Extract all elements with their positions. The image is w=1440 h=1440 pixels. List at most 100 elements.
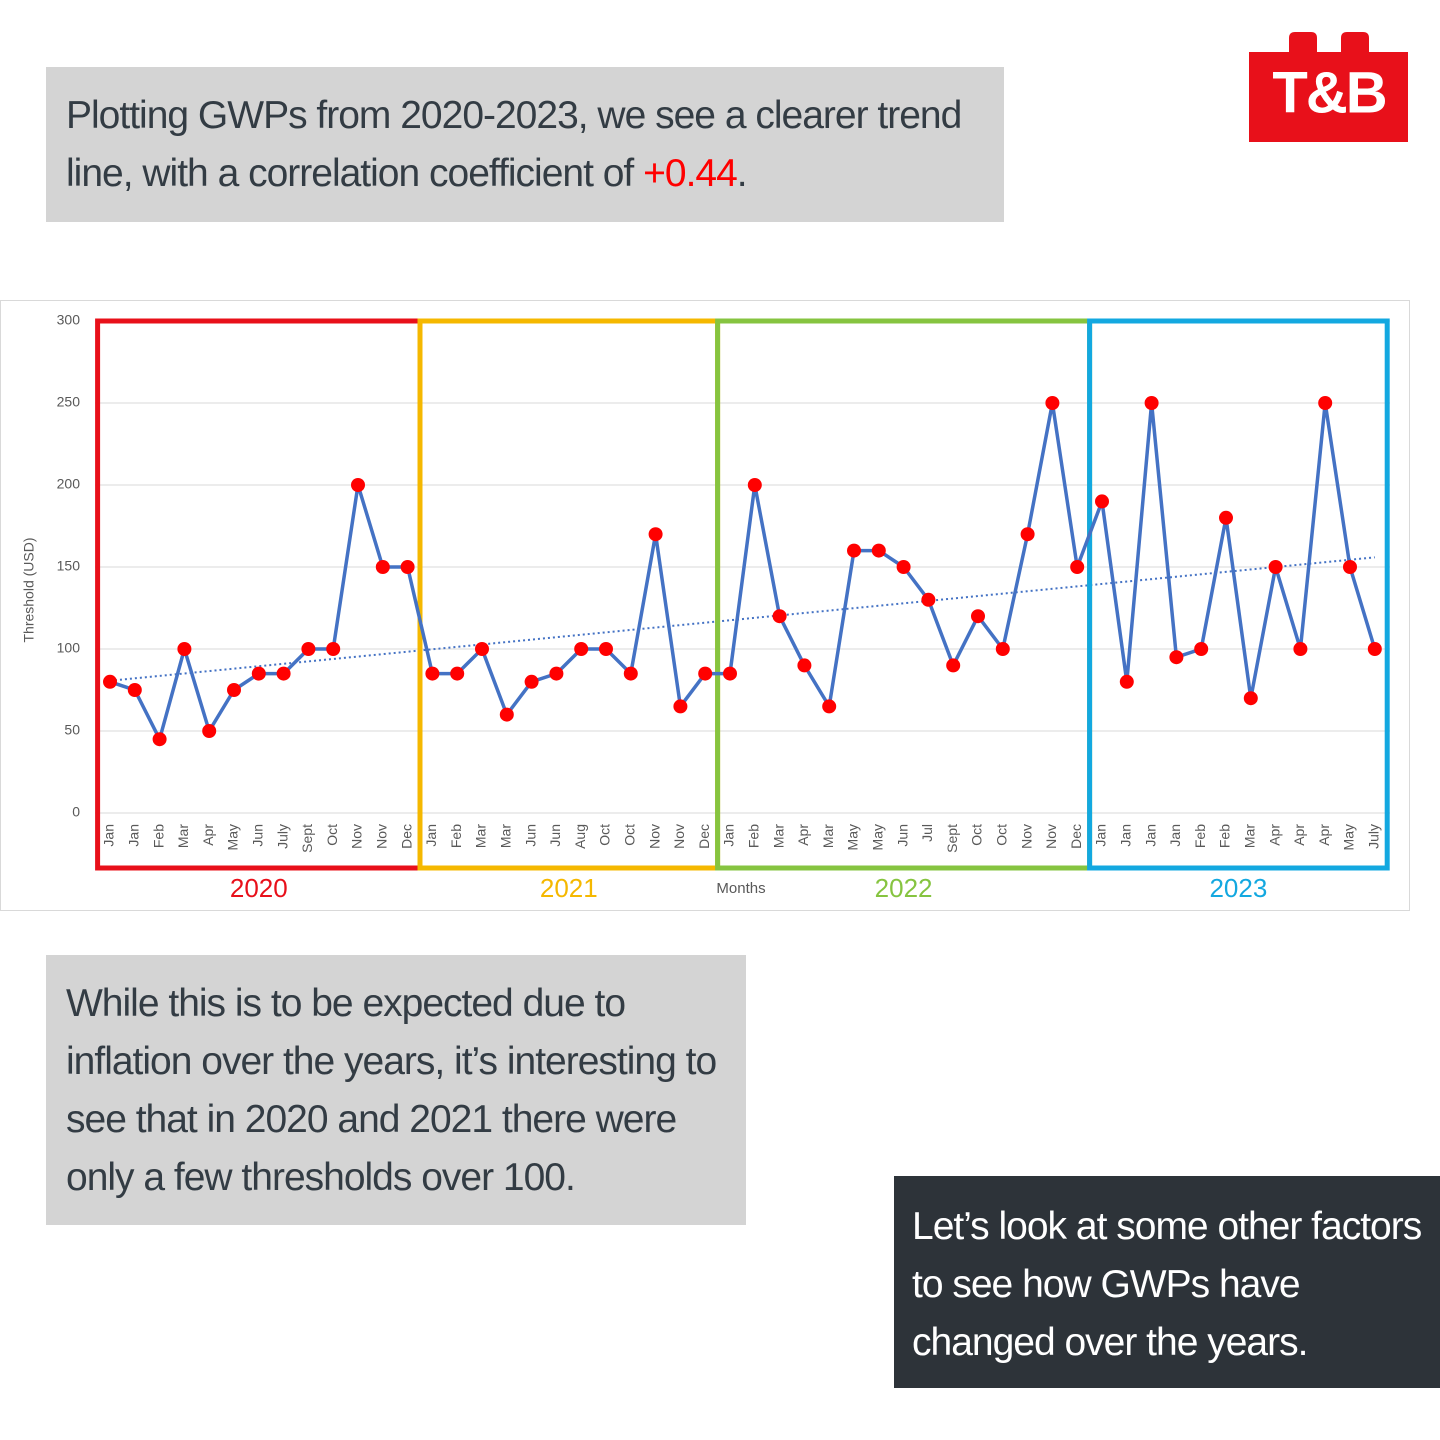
x-tick-label: Nov <box>1043 824 1059 849</box>
logo: T&B <box>1249 32 1408 142</box>
x-tick-label: Jan <box>721 824 737 847</box>
x-tick-label: Mar <box>473 824 489 848</box>
x-tick-label: Aug <box>572 824 588 849</box>
x-tick-label: Mar <box>498 824 514 848</box>
x-tick-label: Apr <box>1266 824 1282 846</box>
closing-text: Let’s look at some other factors to see … <box>912 1205 1422 1364</box>
x-tick-label: Oct <box>597 824 613 846</box>
x-tick-label: Dec <box>398 824 414 849</box>
x-tick-label: Jan <box>126 824 142 847</box>
data-point <box>995 642 1010 656</box>
data-point <box>946 658 961 673</box>
x-tick-label: Jun <box>894 824 910 847</box>
chart-frame <box>0 300 1410 911</box>
data-point <box>400 560 415 574</box>
data-point <box>475 642 489 656</box>
y-tick-label: 300 <box>57 312 81 328</box>
data-point <box>971 609 985 624</box>
intro-box: Plotting GWPs from 2020-2023, we see a c… <box>46 67 1004 222</box>
middle-text: While this is to be expected due to infl… <box>66 982 717 1199</box>
x-tick-label: Apr <box>200 824 216 846</box>
data-point <box>772 609 787 624</box>
x-tick-label: Jun <box>522 824 538 847</box>
x-tick-label: Jan <box>1167 824 1183 847</box>
x-tick-label: Nov <box>374 824 390 849</box>
data-point <box>1318 396 1333 410</box>
x-tick-label: Oct <box>622 824 638 846</box>
data-point <box>698 666 713 681</box>
data-point <box>847 543 861 558</box>
data-point <box>351 478 365 492</box>
data-point <box>1243 691 1258 706</box>
data-point <box>723 666 737 681</box>
data-point <box>648 527 663 542</box>
data-point <box>276 666 291 681</box>
trendline <box>109 556 1375 682</box>
x-tick-label: Nov <box>671 824 687 849</box>
intro-text: Plotting GWPs from 2020-2023, we see a c… <box>66 94 962 195</box>
x-tick-label: Mar <box>175 824 191 848</box>
data-point <box>1293 642 1308 656</box>
x-tick-label: Jul <box>919 824 935 842</box>
data-point <box>822 699 837 714</box>
y-axis-label: Threshold (USD) <box>21 537 37 642</box>
x-tick-label: Mar <box>1242 824 1258 848</box>
x-tick-label: Nov <box>646 824 662 849</box>
y-tick-label: 150 <box>57 558 81 574</box>
x-tick-label: Jan <box>423 824 439 847</box>
x-tick-label: Feb <box>1192 824 1208 848</box>
data-point <box>1119 674 1134 689</box>
data-point <box>1367 642 1382 656</box>
x-tick-label: Feb <box>1217 824 1233 848</box>
data-point <box>1045 396 1060 410</box>
data-point <box>227 683 241 697</box>
year-box <box>1087 318 1390 871</box>
data-line-link <box>1075 500 1104 568</box>
data-point <box>1268 560 1283 574</box>
data-point <box>202 724 217 738</box>
year-label: 2021 <box>540 873 598 903</box>
x-tick-label: July <box>1366 824 1382 849</box>
x-tick-label: Oct <box>324 824 340 846</box>
x-tick-label: July <box>274 824 290 849</box>
x-tick-label: May <box>225 824 241 850</box>
data-point <box>896 560 911 574</box>
logo-text: T&B <box>1272 60 1385 125</box>
x-tick-label: Sept <box>944 824 960 853</box>
data-point <box>375 560 390 574</box>
year-label: 2020 <box>230 873 288 903</box>
x-tick-label: Nov <box>349 824 365 849</box>
intro-end: . <box>736 152 748 195</box>
year-label: 2022 <box>875 873 933 903</box>
data-point <box>450 666 465 681</box>
year-label: 2023 <box>1209 873 1267 903</box>
chart: Threshold (USD) Months 0 50 100 150 200 250 30… <box>0 300 1410 911</box>
data-point <box>103 674 117 689</box>
data-point <box>549 666 564 681</box>
data-point <box>797 658 812 673</box>
data-point <box>747 478 762 492</box>
data-point <box>623 666 638 681</box>
data-point <box>301 642 316 656</box>
data-point <box>251 666 266 681</box>
closing-box: Let’s look at some other factors to see … <box>894 1176 1440 1388</box>
data-point <box>921 592 936 607</box>
x-tick-label: Dec <box>696 824 712 849</box>
x-tick-label: Sept <box>299 824 315 853</box>
data-point <box>1020 527 1035 542</box>
intro-highlight: +0.44 <box>643 152 738 195</box>
x-tick-label: May <box>845 824 861 850</box>
x-tick-label: Jan <box>101 824 117 847</box>
logo-shape <box>1249 32 1408 142</box>
x-tick-label: Apr <box>795 824 811 846</box>
y-tick-label: 100 <box>57 640 81 656</box>
data-point <box>1070 560 1085 574</box>
x-tick-label: Dec <box>1068 824 1084 849</box>
data-point <box>524 674 539 689</box>
middle-box: While this is to be expected due to infl… <box>46 955 746 1225</box>
x-tick-label: Feb <box>150 824 166 848</box>
data-point <box>599 642 613 656</box>
x-tick-label: Mar <box>770 824 786 848</box>
x-tick-label: Oct <box>994 824 1010 846</box>
x-tick-label: Jun <box>547 824 563 847</box>
